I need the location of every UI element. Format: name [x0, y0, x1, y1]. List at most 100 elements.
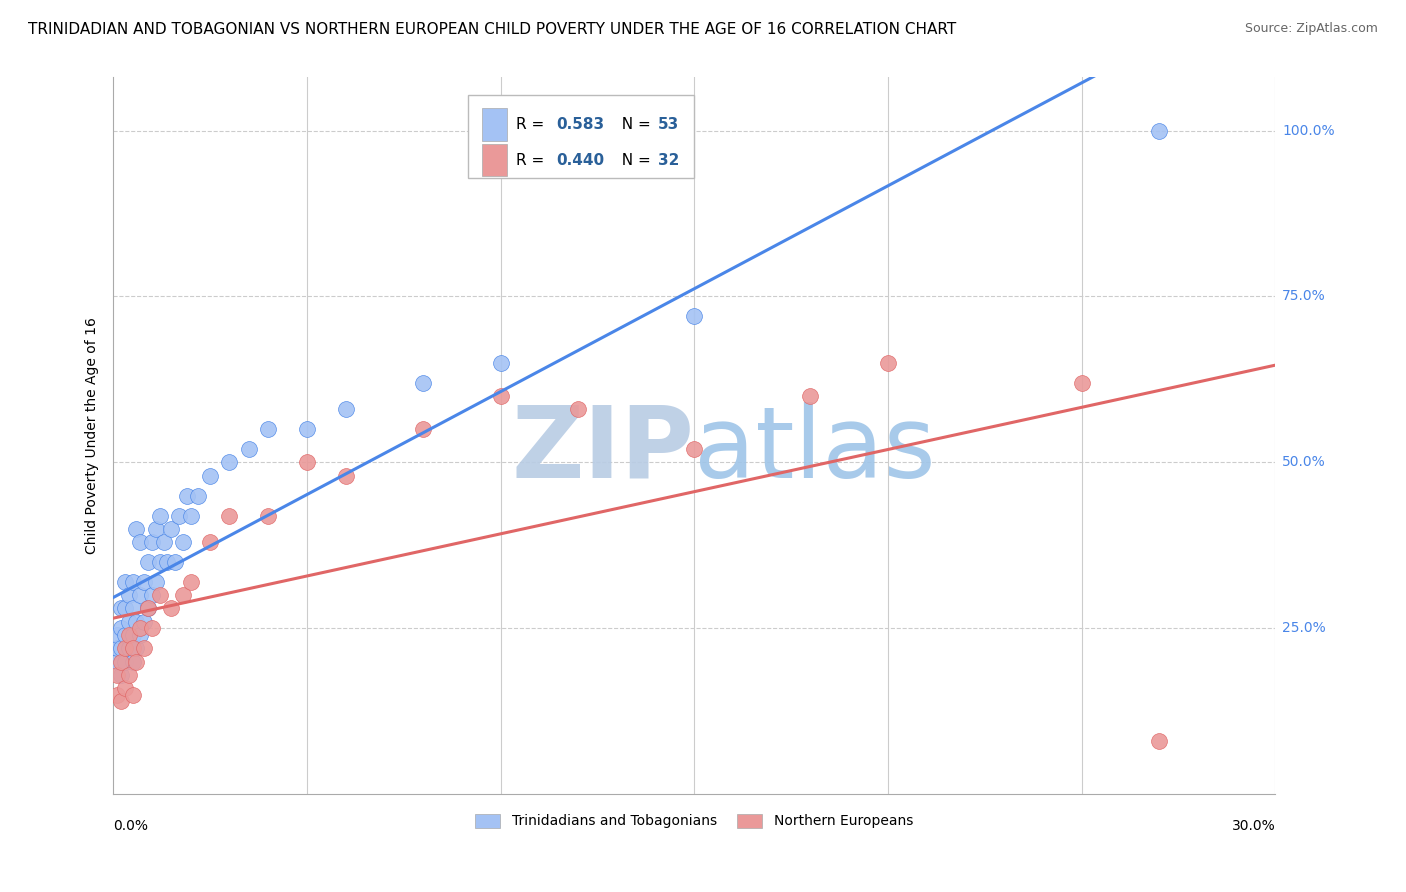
Point — [176, 489, 198, 503]
Y-axis label: Child Poverty Under the Age of 16: Child Poverty Under the Age of 16 — [86, 318, 100, 554]
Text: R =: R = — [516, 153, 550, 168]
Point — [1070, 376, 1092, 390]
Point — [172, 588, 194, 602]
Point — [129, 628, 152, 642]
Point — [799, 389, 821, 403]
Point — [145, 574, 167, 589]
Point — [121, 688, 143, 702]
Point — [110, 601, 132, 615]
Point — [876, 356, 898, 370]
Point — [257, 508, 280, 523]
Text: 0.583: 0.583 — [555, 117, 605, 132]
Point — [114, 655, 136, 669]
Point — [567, 402, 589, 417]
Text: 0.0%: 0.0% — [114, 820, 148, 833]
Point — [218, 508, 240, 523]
Point — [110, 655, 132, 669]
Bar — [481, 145, 508, 177]
Point — [238, 442, 260, 457]
Point — [335, 468, 357, 483]
Point — [218, 455, 240, 469]
Point — [121, 655, 143, 669]
Point — [105, 688, 128, 702]
Point — [136, 555, 159, 569]
Point — [295, 455, 318, 469]
Point — [165, 555, 187, 569]
Point — [121, 601, 143, 615]
Point — [125, 615, 148, 629]
Point — [149, 588, 172, 602]
Point — [187, 489, 209, 503]
Point — [114, 601, 136, 615]
Point — [125, 522, 148, 536]
Legend: Trinidadians and Tobagonians, Northern Europeans: Trinidadians and Tobagonians, Northern E… — [470, 808, 918, 834]
Point — [134, 641, 156, 656]
Point — [198, 468, 221, 483]
Point — [167, 508, 190, 523]
Text: 0.440: 0.440 — [555, 153, 605, 168]
Point — [295, 422, 318, 436]
Text: TRINIDADIAN AND TOBAGONIAN VS NORTHERN EUROPEAN CHILD POVERTY UNDER THE AGE OF 1: TRINIDADIAN AND TOBAGONIAN VS NORTHERN E… — [28, 22, 956, 37]
Point — [683, 442, 706, 457]
Text: 32: 32 — [658, 153, 679, 168]
FancyBboxPatch shape — [468, 95, 695, 178]
Point — [683, 310, 706, 324]
Point — [412, 376, 434, 390]
Point — [118, 588, 141, 602]
Point — [129, 535, 152, 549]
Text: 53: 53 — [658, 117, 679, 132]
Point — [121, 574, 143, 589]
Point — [136, 601, 159, 615]
Text: 50.0%: 50.0% — [1282, 456, 1326, 469]
Text: 25.0%: 25.0% — [1282, 622, 1326, 635]
Point — [149, 555, 172, 569]
Point — [160, 522, 183, 536]
Point — [129, 588, 152, 602]
Point — [114, 628, 136, 642]
Point — [114, 641, 136, 656]
Point — [1147, 123, 1170, 137]
Point — [118, 628, 141, 642]
Point — [105, 641, 128, 656]
Text: 30.0%: 30.0% — [1232, 820, 1275, 833]
Point — [121, 641, 143, 656]
Point — [129, 621, 152, 635]
Point — [152, 535, 174, 549]
Bar — [481, 108, 508, 141]
Point — [121, 628, 143, 642]
Point — [141, 621, 163, 635]
Point — [141, 535, 163, 549]
Point — [198, 535, 221, 549]
Point — [412, 422, 434, 436]
Text: 75.0%: 75.0% — [1282, 290, 1326, 303]
Point — [114, 681, 136, 695]
Point — [114, 574, 136, 589]
Point — [141, 588, 163, 602]
Text: ZIP: ZIP — [512, 401, 695, 499]
Point — [110, 621, 132, 635]
Point — [105, 628, 128, 642]
Point — [489, 356, 512, 370]
Point — [125, 641, 148, 656]
Point — [110, 694, 132, 708]
Point — [118, 615, 141, 629]
Point — [105, 655, 128, 669]
Text: N =: N = — [612, 153, 655, 168]
Text: 100.0%: 100.0% — [1282, 124, 1334, 137]
Point — [118, 668, 141, 682]
Point — [105, 668, 128, 682]
Point — [134, 615, 156, 629]
Point — [118, 641, 141, 656]
Point — [156, 555, 179, 569]
Point — [180, 508, 202, 523]
Point — [110, 668, 132, 682]
Point — [134, 574, 156, 589]
Point — [1147, 734, 1170, 748]
Point — [125, 655, 148, 669]
Point — [145, 522, 167, 536]
Point — [110, 641, 132, 656]
Point — [180, 574, 202, 589]
Point — [172, 535, 194, 549]
Point — [136, 601, 159, 615]
Point — [149, 508, 172, 523]
